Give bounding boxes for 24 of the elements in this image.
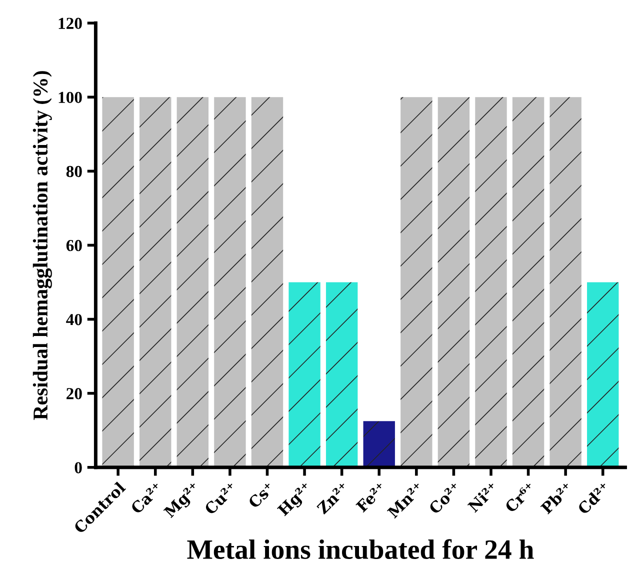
bar: [102, 97, 134, 468]
y-tick-label: 40: [66, 314, 82, 326]
bar: [288, 282, 320, 468]
bar: [550, 97, 582, 468]
bar: [512, 97, 544, 468]
x-axis-title: Metal ions incubated for 24 h: [187, 539, 534, 560]
bar: [587, 282, 619, 468]
y-tick-label: 0: [74, 462, 82, 474]
y-tick-label: 80: [66, 166, 82, 178]
bar: [140, 97, 172, 468]
bar: [176, 97, 209, 468]
bar: [251, 97, 284, 468]
y-tick-label: 120: [58, 18, 82, 30]
y-tick-label: 60: [66, 240, 82, 252]
bar: [438, 97, 470, 468]
bar: [400, 97, 432, 468]
bar: [214, 97, 246, 468]
x-tick-label: Cs⁺: [248, 481, 275, 509]
y-tick-label: 20: [66, 388, 82, 400]
y-tick-label: 100: [58, 92, 82, 104]
bar: [475, 97, 507, 468]
y-axis-title: Residual hemagglutination activity (%): [32, 71, 52, 420]
bar: [326, 282, 358, 468]
bar: [363, 421, 395, 468]
